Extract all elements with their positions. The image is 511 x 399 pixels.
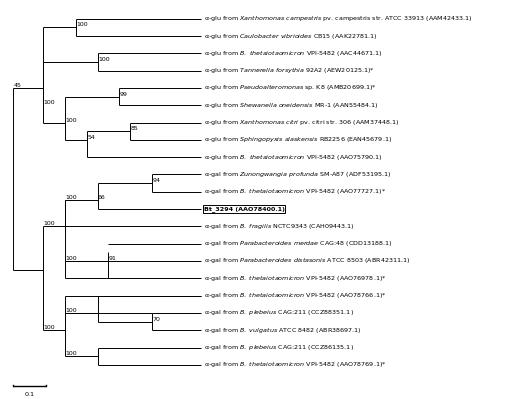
Text: α-gal from $\it{B.\ thetaiotaomicron}$ VPI-5482 (AAO78766.1)*: α-gal from $\it{B.\ thetaiotaomicron}$ V… <box>203 291 386 300</box>
Text: Bt_3294 (AAO78400.1): Bt_3294 (AAO78400.1) <box>203 206 285 212</box>
Text: 100: 100 <box>43 100 55 105</box>
Text: α-gal from $\it{Parabacteroides\ distasonis}$ ATCC 8503 (ABR42311.1): α-gal from $\it{Parabacteroides\ distaso… <box>203 257 410 265</box>
Text: α-glu from $\it{Shewanella\ oneidensis}$ MR-1 (AAN55484.1): α-glu from $\it{Shewanella\ oneidensis}$… <box>203 101 378 110</box>
Text: 100: 100 <box>65 351 77 356</box>
Text: 100: 100 <box>65 256 77 261</box>
Text: α-gal from $\it{B.\ thetaiotaomicron}$ VPI-5482 (AAO77727.1)*: α-gal from $\it{B.\ thetaiotaomicron}$ V… <box>203 187 386 196</box>
Text: 100: 100 <box>65 196 77 200</box>
Text: α-glu from $\it{Xanthomonas\ citri}$ pv. citri str. 306 (AAM37448.1): α-glu from $\it{Xanthomonas\ citri}$ pv.… <box>203 118 399 127</box>
Text: α-gal from $\it{B.\ plebeius}$ CAG:211 (CCZ88351.1): α-gal from $\it{B.\ plebeius}$ CAG:211 (… <box>203 308 354 318</box>
Text: α-glu from $\it{Pseudoalteromonas}$ sp. K8 (AMB20699.1)*: α-glu from $\it{Pseudoalteromonas}$ sp. … <box>203 83 376 93</box>
Text: α-glu from $\it{B.\ thetaiotaomicron}$ VPI-5482 (AAC44671.1): α-glu from $\it{B.\ thetaiotaomicron}$ V… <box>203 49 382 58</box>
Text: 45: 45 <box>14 83 22 88</box>
Text: α-gal from $\it{B.\ plebeius}$ CAG:211 (CCZ86135.1): α-gal from $\it{B.\ plebeius}$ CAG:211 (… <box>203 343 354 352</box>
Text: 91: 91 <box>109 256 117 261</box>
Text: α-glu from $\it{B.\ thetaiotaomicron}$ VPI-5482 (AAO75790.1): α-glu from $\it{B.\ thetaiotaomicron}$ V… <box>203 153 382 162</box>
Text: α-glu from $\it{Caulobacter\ vibrioides}$ CB15 (AAK22781.1): α-glu from $\it{Caulobacter\ vibrioides}… <box>203 32 377 41</box>
Text: α-glu from $\it{Xanthomonas\ campestris}$ pv. campestris str. ATCC 33913 (AAM424: α-glu from $\it{Xanthomonas\ campestris}… <box>203 14 472 23</box>
Text: 100: 100 <box>65 118 77 122</box>
Text: 100: 100 <box>65 308 77 313</box>
Text: 0.1: 0.1 <box>25 392 35 397</box>
Text: 66: 66 <box>98 196 106 200</box>
Text: 54: 54 <box>87 135 95 140</box>
Text: α-gal from $\it{B.\ thetaiotaomicron}$ VPI-5482 (AAO76978.1)*: α-gal from $\it{B.\ thetaiotaomicron}$ V… <box>203 274 386 283</box>
Text: α-gal from $\it{B.\ fragilis}$ NCTC9343 (CAH09443.1): α-gal from $\it{B.\ fragilis}$ NCTC9343 … <box>203 222 354 231</box>
Text: 99: 99 <box>120 92 128 97</box>
Text: 85: 85 <box>131 126 138 131</box>
Text: 100: 100 <box>43 221 55 226</box>
Text: 70: 70 <box>153 316 160 322</box>
Text: α-glu from $\it{Tannerella\ forsythia}$ 92A2 (AEW20125.1)*: α-glu from $\it{Tannerella\ forsythia}$ … <box>203 66 375 75</box>
Text: α-gal from $\it{B.\ vulgatus}$ ATCC 8482 (ABR38697.1): α-gal from $\it{B.\ vulgatus}$ ATCC 8482… <box>203 326 361 335</box>
Text: α-gal from $\it{Zunongwangia\ profunda}$ SM-A87 (ADF53195.1): α-gal from $\it{Zunongwangia\ profunda}$… <box>203 170 391 179</box>
Text: 94: 94 <box>153 178 161 183</box>
Text: α-glu from $\it{Sphingopyxis\ alaskensis}$ RB2256 (EAN45679.1): α-glu from $\it{Sphingopyxis\ alaskensis… <box>203 135 391 144</box>
Text: α-gal from $\it{B.\ thetaiotaomicron}$ VPI-5482 (AAO78769.1)*: α-gal from $\it{B.\ thetaiotaomicron}$ V… <box>203 360 386 369</box>
Text: 100: 100 <box>76 22 88 28</box>
Text: α-gal from $\it{Parabacteroides\ merdae}$ CAG:48 (CDD13188.1): α-gal from $\it{Parabacteroides\ merdae}… <box>203 239 392 248</box>
Text: 100: 100 <box>98 57 110 62</box>
Text: 100: 100 <box>43 325 55 330</box>
